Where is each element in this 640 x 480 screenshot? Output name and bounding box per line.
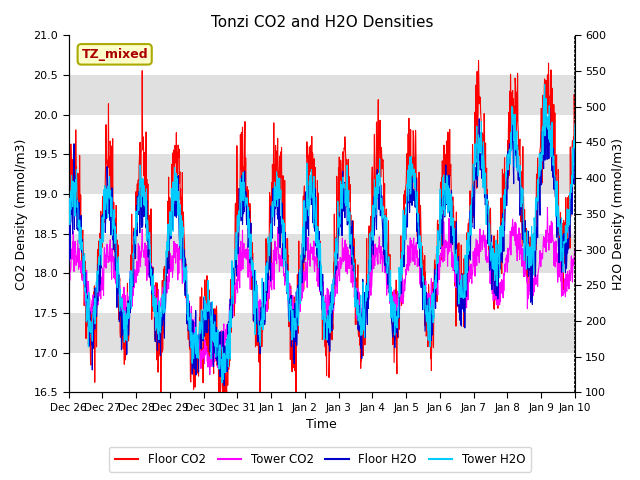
Legend: Floor CO2, Tower CO2, Floor H2O, Tower H2O: Floor CO2, Tower CO2, Floor H2O, Tower H… bbox=[109, 447, 531, 472]
Y-axis label: H2O Density (mmol/m3): H2O Density (mmol/m3) bbox=[612, 138, 625, 290]
Text: TZ_mixed: TZ_mixed bbox=[81, 48, 148, 61]
Bar bbox=[68, 313, 575, 353]
Bar bbox=[68, 234, 575, 274]
Title: Tonzi CO2 and H2O Densities: Tonzi CO2 and H2O Densities bbox=[211, 15, 433, 30]
Y-axis label: CO2 Density (mmol/m3): CO2 Density (mmol/m3) bbox=[15, 138, 28, 289]
X-axis label: Time: Time bbox=[307, 419, 337, 432]
Bar bbox=[68, 75, 575, 115]
Bar bbox=[68, 155, 575, 194]
